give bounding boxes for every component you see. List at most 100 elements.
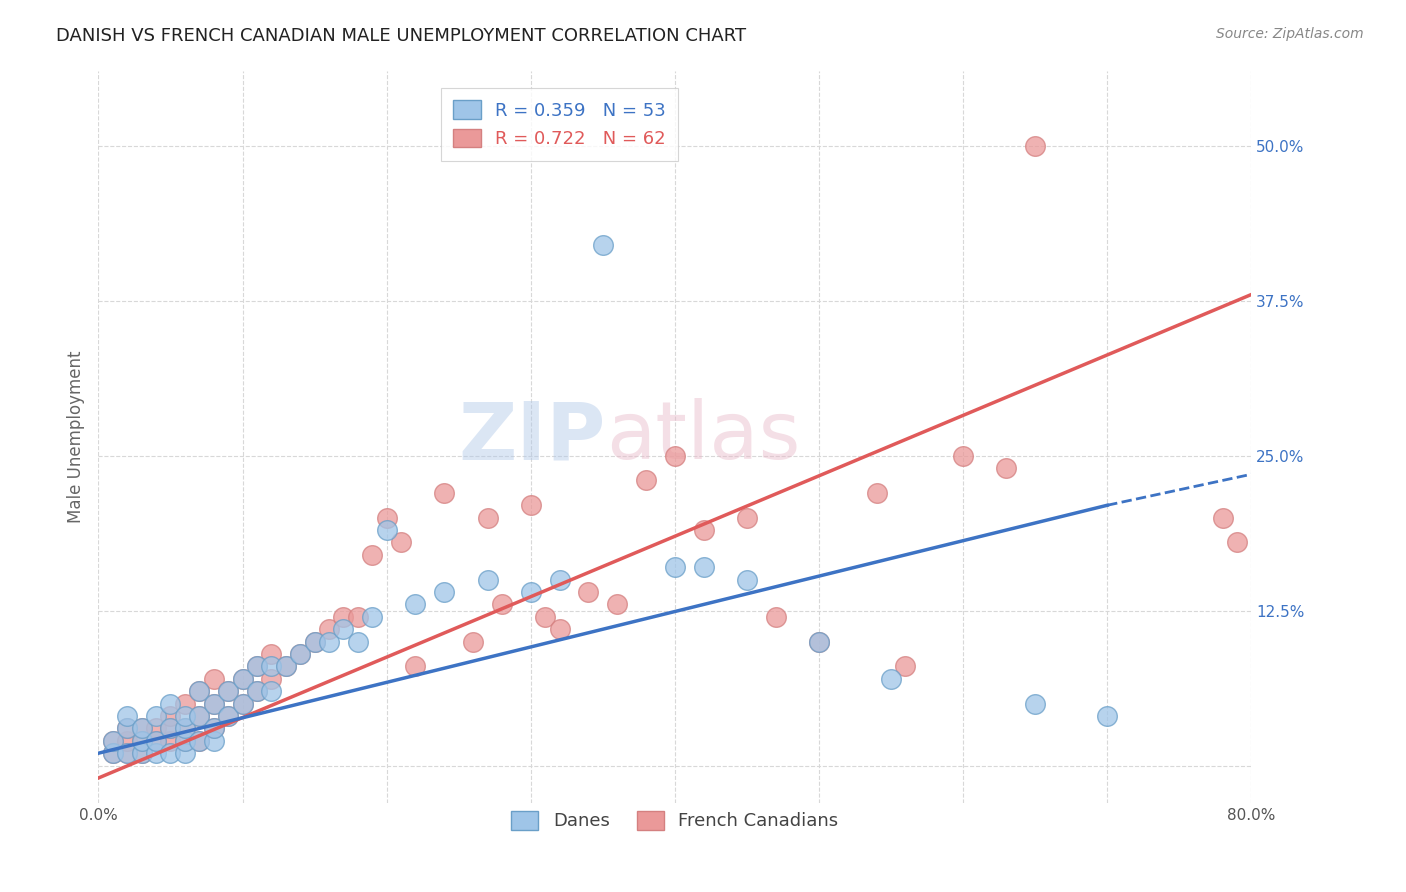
Text: ZIP: ZIP (458, 398, 606, 476)
Point (117, 722, 139, 736)
Point (145, 734, 167, 748)
Point (405, 598, 427, 612)
Point (1226, 535, 1249, 549)
Point (217, 709, 239, 723)
Point (145, 746, 167, 760)
Point (952, 449, 974, 463)
Point (202, 722, 225, 736)
Point (274, 659, 297, 673)
Point (693, 560, 716, 574)
Point (174, 709, 197, 723)
Point (174, 746, 197, 760)
Point (894, 659, 917, 673)
Point (304, 634, 326, 648)
Point (145, 734, 167, 748)
Point (290, 647, 312, 661)
Point (260, 659, 283, 673)
Point (246, 684, 269, 698)
Point (159, 697, 181, 711)
Point (131, 722, 153, 736)
Point (433, 486, 456, 500)
Point (260, 647, 283, 661)
Point (636, 474, 658, 488)
Text: atlas: atlas (606, 398, 800, 476)
Point (101, 734, 124, 748)
Point (534, 610, 557, 624)
Point (159, 709, 181, 723)
Point (188, 684, 211, 698)
Point (808, 634, 831, 648)
Point (361, 548, 384, 562)
Point (578, 585, 600, 599)
Point (145, 722, 167, 736)
Point (735, 510, 758, 524)
Point (260, 684, 283, 698)
Point (131, 746, 153, 760)
Point (217, 684, 239, 698)
Point (159, 746, 181, 760)
Legend: Danes, French Canadians: Danes, French Canadians (505, 804, 845, 838)
Point (693, 523, 716, 537)
Point (477, 573, 499, 587)
Point (117, 746, 139, 760)
Point (808, 634, 831, 648)
Point (202, 697, 225, 711)
Point (375, 510, 398, 524)
Point (606, 598, 628, 612)
Point (101, 746, 124, 760)
Point (318, 622, 340, 636)
Point (174, 697, 197, 711)
Point (159, 722, 181, 736)
Point (477, 510, 499, 524)
Point (346, 610, 368, 624)
Point (346, 634, 368, 648)
Point (202, 734, 225, 748)
Point (246, 659, 269, 673)
Point (318, 634, 340, 648)
Point (1024, 697, 1046, 711)
Point (202, 697, 225, 711)
Point (664, 560, 686, 574)
Text: DANISH VS FRENCH CANADIAN MALE UNEMPLOYMENT CORRELATION CHART: DANISH VS FRENCH CANADIAN MALE UNEMPLOYM… (56, 27, 747, 45)
Point (520, 498, 543, 512)
Point (174, 734, 197, 748)
Point (491, 598, 513, 612)
Point (735, 573, 758, 587)
Point (304, 634, 326, 648)
Point (231, 672, 254, 686)
Point (117, 746, 139, 760)
Point (1024, 138, 1046, 153)
Point (174, 722, 197, 736)
Point (188, 734, 211, 748)
Point (101, 734, 124, 748)
Point (117, 709, 139, 723)
Point (174, 734, 197, 748)
Text: Source: ZipAtlas.com: Source: ZipAtlas.com (1216, 27, 1364, 41)
Point (131, 746, 153, 760)
Point (880, 672, 903, 686)
Point (231, 672, 254, 686)
Point (101, 746, 124, 760)
Point (202, 672, 225, 686)
Point (1097, 709, 1119, 723)
Point (461, 634, 484, 648)
Point (188, 709, 211, 723)
Point (995, 461, 1018, 475)
Point (1212, 510, 1234, 524)
Point (866, 486, 889, 500)
Point (117, 734, 139, 748)
Point (159, 734, 181, 748)
Point (592, 238, 614, 252)
Point (231, 697, 254, 711)
Point (131, 734, 153, 748)
Point (520, 585, 543, 599)
Point (246, 684, 269, 698)
Point (188, 709, 211, 723)
Point (217, 709, 239, 723)
Point (433, 585, 456, 599)
Point (389, 535, 412, 549)
Point (188, 684, 211, 698)
Point (765, 610, 787, 624)
Point (145, 709, 167, 723)
Point (548, 622, 571, 636)
